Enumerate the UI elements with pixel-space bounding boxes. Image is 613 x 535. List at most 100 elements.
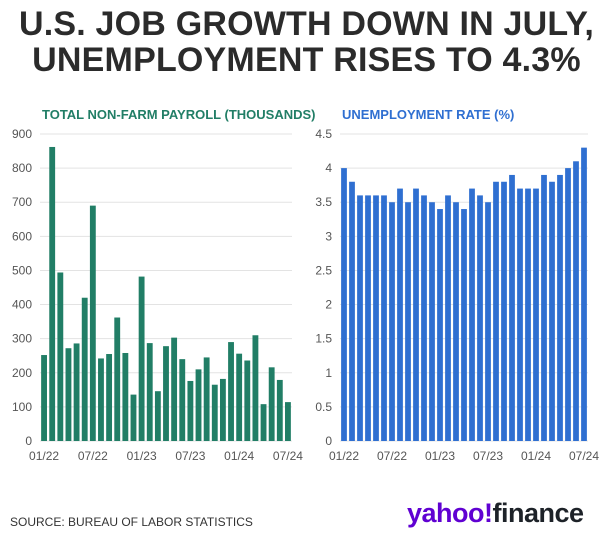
payroll-bar [114, 317, 121, 441]
payroll-bar [179, 359, 186, 441]
page-title: U.S. JOB GROWTH DOWN IN JULY, UNEMPLOYME… [0, 6, 613, 78]
unemployment-y-tick-label: 4.5 [315, 127, 332, 141]
logo-yahoo-text: yahoo! [407, 498, 493, 528]
unemployment-bar [525, 188, 531, 441]
unemployment-bar [493, 181, 499, 441]
payroll-y-tick-label: 400 [12, 298, 32, 312]
unemployment-bar [437, 209, 443, 441]
source-note: SOURCE: BUREAU OF LABOR STATISTICS [10, 515, 253, 529]
unemployment-x-tick-label: 07/24 [569, 449, 599, 463]
payroll-bar [49, 146, 56, 441]
unemployment-y-tick-label: 0 [325, 434, 332, 448]
unemployment-chart-title: UNEMPLOYMENT RATE (%) [342, 107, 515, 122]
unemployment-bar [445, 195, 451, 441]
payroll-bar [122, 352, 129, 441]
unemployment-x-tick-label: 01/24 [521, 449, 551, 463]
unemployment-bar [413, 188, 419, 441]
unemployment-bar [397, 188, 403, 441]
payroll-bar [146, 343, 153, 441]
payroll-bar [163, 346, 169, 441]
yahoo-finance-logo: yahoo!finance [407, 498, 584, 529]
payroll-x-tick-label: 07/22 [78, 449, 108, 463]
payroll-bar [81, 297, 88, 441]
unemployment-x-tick-label: 07/23 [473, 449, 503, 463]
unemployment-bar [501, 181, 507, 441]
payroll-bar [195, 369, 202, 441]
payroll-bar [268, 367, 275, 441]
page-title-line-2: UNEMPLOYMENT RISES TO 4.3% [32, 41, 581, 79]
payroll-y-tick-label: 600 [12, 229, 32, 243]
payroll-bar [285, 402, 291, 441]
unemployment-bar [349, 181, 355, 441]
logo-finance-text: finance [492, 498, 585, 528]
unemployment-y-tick-label: 3 [325, 229, 332, 243]
payroll-y-tick-label: 200 [12, 366, 32, 380]
payroll-bar [244, 360, 251, 441]
payroll-bar [154, 391, 161, 441]
unemployment-bar [581, 147, 587, 441]
unemployment-bar [389, 202, 395, 441]
payroll-bar [130, 394, 137, 441]
payroll-bar [228, 342, 234, 441]
payroll-chart-title: TOTAL NON-FARM PAYROLL (THOUSANDS) [42, 107, 316, 122]
payroll-x-tick-label: 01/22 [29, 449, 59, 463]
unemployment-y-tick-label: 1 [325, 366, 332, 380]
unemployment-bar [373, 195, 379, 441]
unemployment-bar [573, 161, 579, 442]
payroll-bar [89, 205, 96, 441]
payroll-bar [260, 404, 267, 441]
payroll-bar [171, 337, 178, 441]
payroll-x-tick-label: 07/23 [175, 449, 205, 463]
payroll-y-tick-label: 500 [12, 263, 32, 277]
payroll-bar [98, 358, 104, 441]
payroll-bar [73, 343, 80, 441]
unemployment-bar [565, 168, 571, 441]
payroll-bar [57, 272, 64, 441]
page-title-line-1: U.S. JOB GROWTH DOWN IN JULY, [18, 5, 595, 43]
unemployment-bar [429, 202, 435, 441]
unemployment-bar [357, 195, 363, 441]
unemployment-y-tick-label: 2.5 [315, 263, 332, 277]
unemployment-bar [477, 195, 483, 441]
payroll-y-tick-label: 300 [12, 332, 32, 346]
payroll-bar [187, 380, 194, 441]
unemployment-bar [453, 202, 459, 441]
unemployment-bar [381, 195, 387, 441]
payroll-y-tick-label: 100 [12, 400, 32, 414]
unemployment-bar [341, 168, 347, 441]
payroll-y-tick-label: 700 [12, 195, 32, 209]
payroll-y-tick-label: 0 [25, 434, 32, 448]
payroll-bar [211, 384, 218, 441]
payroll-bar [65, 348, 72, 441]
payroll-bar [138, 276, 145, 441]
unemployment-bar [541, 174, 547, 441]
payroll-bar [106, 354, 113, 441]
unemployment-y-tick-label: 2 [325, 298, 332, 312]
unemployment-bar [485, 202, 491, 441]
unemployment-bar [533, 188, 539, 441]
unemployment-x-tick-label: 01/23 [425, 449, 455, 463]
unemployment-y-tick-label: 1.5 [315, 332, 332, 346]
payroll-y-tick-label: 800 [12, 161, 32, 175]
unemployment-y-tick-label: 3.5 [315, 195, 332, 209]
unemployment-bar [365, 195, 371, 441]
payroll-x-tick-label: 07/24 [273, 449, 303, 463]
unemployment-bar [469, 188, 475, 441]
unemployment-bar [509, 174, 515, 441]
payroll-x-tick-label: 01/24 [224, 449, 254, 463]
unemployment-y-tick-label: 0.5 [315, 400, 332, 414]
unemployment-bar [405, 202, 411, 441]
unemployment-bar [517, 188, 523, 441]
payroll-bar [252, 335, 259, 441]
payroll-bar [276, 379, 283, 441]
payroll-bar [219, 378, 226, 441]
unemployment-bar [549, 181, 555, 441]
unemployment-bar [557, 174, 563, 441]
unemployment-bar [461, 209, 467, 441]
unemployment-x-tick-label: 01/22 [329, 449, 359, 463]
unemployment-x-tick-label: 07/22 [377, 449, 407, 463]
unemployment-y-tick-label: 4 [325, 161, 332, 175]
payroll-bar [236, 353, 243, 441]
unemployment-bar [421, 195, 427, 441]
